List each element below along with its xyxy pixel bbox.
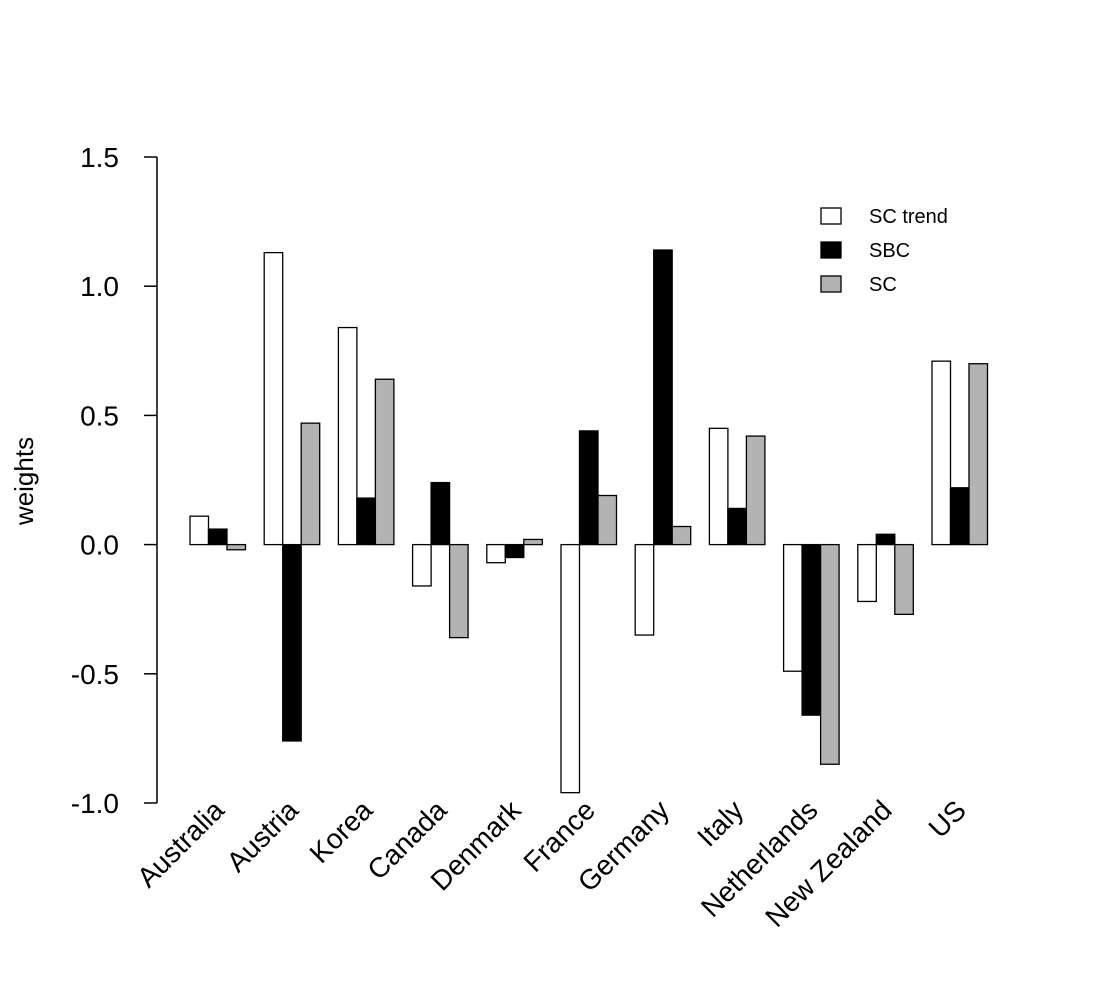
bar-sc <box>374 378 395 546</box>
bar-sbc <box>207 528 228 546</box>
bar-sc <box>671 525 692 546</box>
bar-sc <box>597 494 618 546</box>
bar-sc <box>745 435 766 546</box>
bar-sc <box>448 543 469 639</box>
bar-sbc <box>282 543 302 742</box>
x-tick-label: US <box>923 794 972 843</box>
bar-sc <box>523 538 543 546</box>
x-tick-label: Austria <box>221 794 305 878</box>
y-tick-label: -1.0 <box>71 788 119 819</box>
bar-sbc <box>430 481 451 546</box>
bar-sbc <box>949 487 970 546</box>
bar-sc <box>968 363 989 546</box>
y-axis: -1.0 -0.5 0.0 0.5 1.0 1.5 <box>71 142 158 819</box>
bars <box>189 249 989 794</box>
bar-sc-trend <box>486 543 506 564</box>
legend-swatch <box>820 207 842 225</box>
y-axis-title: weights <box>9 437 39 526</box>
bar-sbc <box>356 497 377 546</box>
bar-sbc <box>801 543 822 716</box>
bar-sc-trend <box>560 543 581 794</box>
bar-sc-trend <box>857 543 877 603</box>
y-tick-label: 1.0 <box>80 271 119 302</box>
bar-sbc <box>578 430 599 546</box>
bar-sc-trend <box>782 543 803 672</box>
legend: SC trend SBC SC <box>820 206 948 296</box>
bar-sc-trend <box>189 515 210 546</box>
bar-sbc <box>727 507 748 546</box>
x-tick-label: Italy <box>691 794 749 852</box>
bar-sc-trend <box>263 251 284 546</box>
bar-sc <box>300 422 321 546</box>
bar-sc <box>894 543 914 616</box>
bar-sc-trend <box>634 543 655 636</box>
bar-sbc <box>653 249 673 546</box>
legend-swatch <box>820 241 842 259</box>
bar-sc-trend <box>708 427 729 546</box>
bar-sbc <box>504 543 525 559</box>
legend-label: SBC <box>869 240 910 262</box>
y-tick-label: -0.5 <box>71 659 119 690</box>
bar-sc <box>819 543 840 765</box>
bar-sbc <box>875 533 896 546</box>
bar-sc <box>226 543 247 551</box>
legend-label: SC trend <box>869 206 948 228</box>
bar-sc-trend <box>931 360 952 546</box>
y-tick-label: 1.5 <box>80 142 119 173</box>
x-tick-label: Australia <box>131 794 230 893</box>
y-tick-label: 0.0 <box>80 530 119 561</box>
legend-label: SC <box>869 274 897 296</box>
y-tick-label: 0.5 <box>80 400 119 431</box>
legend-swatch <box>820 275 842 293</box>
bar-sc-trend <box>337 326 358 546</box>
bar-sc-trend <box>411 543 432 587</box>
